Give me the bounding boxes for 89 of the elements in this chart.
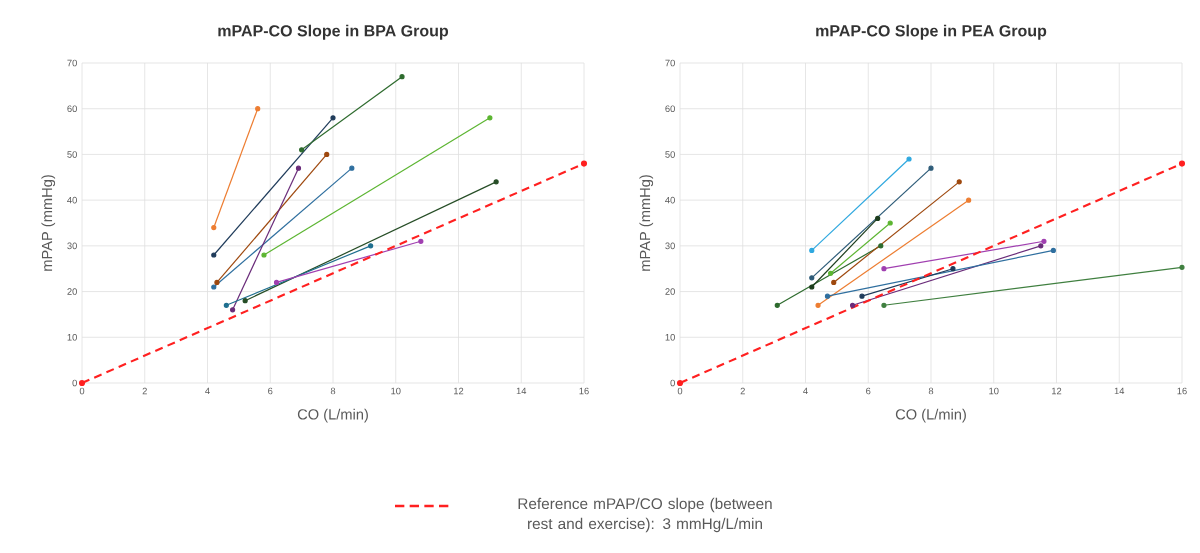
- point: [580, 160, 588, 167]
- point: [950, 266, 956, 272]
- x-tick-label: 4: [205, 387, 210, 395]
- point: [295, 165, 302, 171]
- point: [493, 179, 499, 185]
- y-tick-label: 60: [665, 105, 675, 113]
- point: [399, 74, 405, 80]
- y-tick-label: 0: [72, 379, 77, 387]
- x-tick-label: 6: [268, 387, 273, 395]
- x-tick-label: 8: [928, 387, 934, 395]
- point: [214, 279, 220, 286]
- x-tick-label: 2: [142, 387, 147, 395]
- y-tick-label: 10: [665, 333, 675, 341]
- point: [330, 115, 336, 121]
- point: [418, 238, 424, 244]
- point: [809, 247, 815, 254]
- point: [774, 302, 780, 308]
- y-tick-label: 70: [67, 59, 77, 67]
- x-axis-title: CO (L/min): [297, 408, 368, 423]
- point: [849, 302, 856, 308]
- x-tick-label: 12: [454, 387, 464, 395]
- y-tick-label: 40: [665, 196, 675, 204]
- point: [809, 275, 815, 281]
- point: [881, 266, 887, 272]
- point: [956, 179, 962, 185]
- point: [1050, 247, 1056, 254]
- point: [255, 106, 261, 112]
- point: [273, 279, 280, 286]
- chart-title: mPAP-CO Slope in BPA Group: [218, 24, 449, 40]
- point: [1179, 264, 1185, 270]
- point: [1178, 160, 1186, 167]
- point: [487, 115, 493, 121]
- x-tick-label: 0: [677, 387, 683, 395]
- y-tick-label: 0: [670, 379, 675, 387]
- y-tick-label: 60: [67, 105, 77, 113]
- point: [1041, 238, 1047, 244]
- x-tick-label: 14: [1114, 387, 1125, 395]
- y-tick-label: 20: [67, 288, 77, 295]
- y-axis-title: mPAP (mmHg): [41, 175, 56, 271]
- point: [828, 270, 834, 276]
- text: Reference mPAP/CO slope (between rest and exercise): 3 mmHg/L/min: [518, 497, 772, 533]
- point: [878, 243, 884, 249]
- x-tick-label: 10: [391, 387, 401, 395]
- point: [676, 379, 684, 387]
- point: [324, 151, 330, 158]
- point: [859, 293, 865, 299]
- point: [928, 165, 934, 171]
- y-tick-label: 30: [67, 242, 77, 250]
- x-tick-label: 16: [579, 387, 589, 395]
- point: [211, 252, 217, 258]
- x-tick-label: 6: [866, 387, 871, 395]
- y-tick-label: 70: [665, 59, 675, 67]
- point: [223, 302, 229, 308]
- point: [824, 293, 831, 299]
- x-tick-label: 2: [740, 387, 745, 395]
- point: [887, 220, 893, 226]
- x-axis-title: CO (L/min): [895, 408, 966, 423]
- point: [211, 224, 217, 231]
- point: [906, 156, 912, 162]
- point: [809, 284, 815, 290]
- point: [299, 147, 305, 153]
- x-tick-label: 4: [803, 387, 808, 395]
- point: [211, 284, 217, 290]
- x-tick-label: 10: [989, 387, 999, 395]
- point: [349, 165, 355, 171]
- x-tick-label: 14: [516, 387, 527, 395]
- point: [78, 379, 86, 387]
- x-tick-label: 12: [1052, 387, 1062, 395]
- y-tick-label: 50: [665, 151, 675, 158]
- y-axis-title: mPAP (mmHg): [639, 175, 654, 271]
- point: [875, 215, 881, 222]
- y-tick-label: 40: [67, 196, 77, 204]
- point: [831, 279, 837, 286]
- y-tick-label: 20: [665, 288, 675, 295]
- point: [881, 302, 887, 308]
- chart-title: mPAP-CO Slope in PEA Group: [816, 24, 1047, 40]
- point: [815, 302, 821, 308]
- y-tick-label: 10: [67, 333, 77, 341]
- point: [368, 243, 374, 249]
- x-tick-label: 8: [330, 387, 336, 395]
- point: [242, 298, 248, 304]
- y-tick-label: 30: [665, 242, 675, 250]
- y-tick-label: 50: [67, 151, 77, 158]
- point: [261, 252, 267, 258]
- x-tick-label: 0: [79, 387, 85, 395]
- point: [230, 307, 236, 313]
- x-tick-label: 16: [1177, 387, 1187, 395]
- point: [966, 197, 972, 203]
- point: [1038, 243, 1044, 249]
